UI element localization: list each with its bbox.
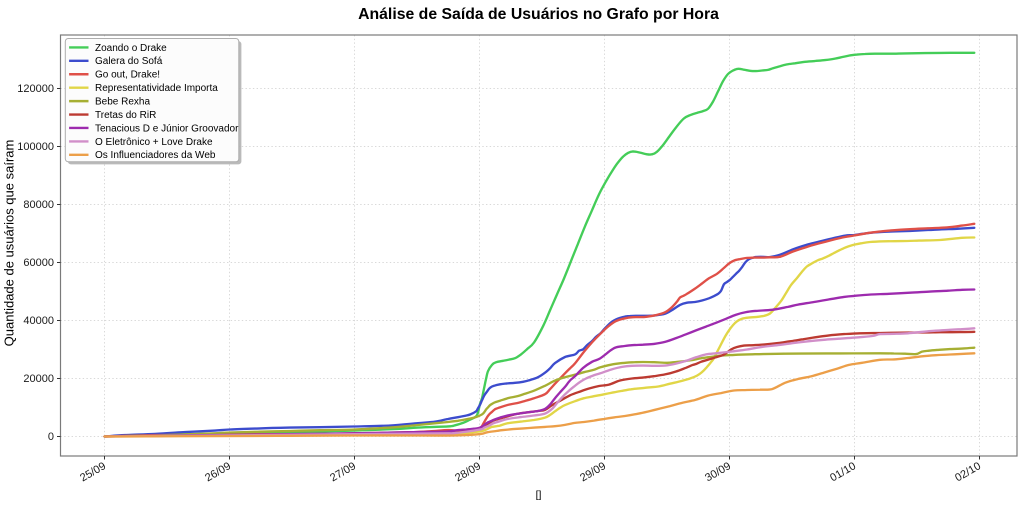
svg-text:O Eletrônico + Love Drake: O Eletrônico + Love Drake (95, 137, 213, 148)
svg-text:[]: [] (536, 489, 542, 501)
svg-text:Tenacious D e Júnior Groovador: Tenacious D e Júnior Groovador (95, 123, 239, 134)
svg-text:60000: 60000 (23, 257, 54, 269)
svg-text:Tretas do RiR: Tretas do RiR (95, 110, 156, 121)
svg-text:40000: 40000 (23, 315, 54, 327)
svg-text:20000: 20000 (23, 373, 54, 385)
svg-text:Go out, Drake!: Go out, Drake! (95, 70, 160, 81)
svg-text:0: 0 (48, 431, 54, 443)
svg-text:Os Influenciadores da Web: Os Influenciadores da Web (95, 150, 216, 161)
svg-text:100000: 100000 (17, 141, 54, 153)
svg-text:120000: 120000 (17, 83, 54, 95)
svg-text:Quantidade de usuários que saí: Quantidade de usuários que saíram (2, 140, 17, 347)
svg-text:Análise de Saída de Usuários n: Análise de Saída de Usuários no Grafo po… (358, 6, 719, 23)
svg-text:Galera do Sofá: Galera do Sofá (95, 56, 163, 67)
svg-text:Bebe Rexha: Bebe Rexha (95, 97, 150, 108)
svg-text:Zoando o Drake: Zoando o Drake (95, 43, 167, 54)
svg-text:80000: 80000 (23, 199, 54, 211)
svg-text:Representatividade Importa: Representatividade Importa (95, 83, 218, 94)
